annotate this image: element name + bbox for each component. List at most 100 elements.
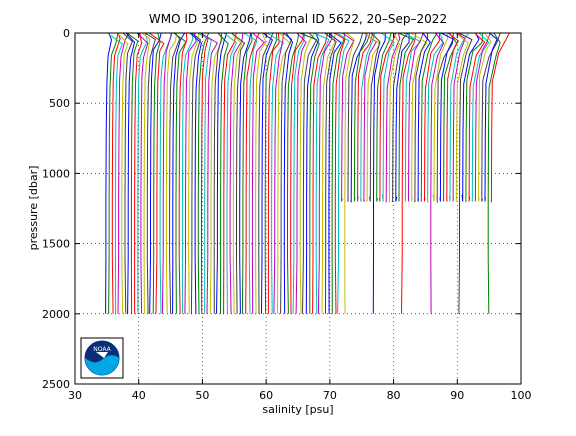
salinity-profile-line bbox=[108, 32, 119, 314]
salinity-profile-line bbox=[223, 32, 238, 314]
salinity-profile-line bbox=[328, 32, 342, 314]
salinity-profile-line bbox=[134, 32, 143, 314]
salinity-profile-line bbox=[484, 32, 498, 202]
x-axis-label: salinity [psu] bbox=[262, 403, 333, 416]
salinity-profile-line bbox=[430, 32, 445, 314]
salinity-profile-line bbox=[308, 32, 320, 314]
salinity-profile-line bbox=[474, 32, 491, 202]
salinity-profile-line bbox=[173, 32, 187, 314]
salinity-profile-line bbox=[398, 32, 415, 202]
salinity-profile-line bbox=[229, 32, 244, 314]
salinity-profile-line bbox=[243, 32, 258, 314]
salinity-profile-line bbox=[357, 32, 374, 202]
salinity-profile-line bbox=[216, 32, 228, 314]
salinity-profile-line bbox=[436, 32, 454, 203]
salinity-profile-line bbox=[312, 32, 329, 314]
salinity-profile-line bbox=[141, 32, 151, 314]
logo-text: NOAA bbox=[93, 346, 111, 353]
plot-frame bbox=[74, 32, 522, 385]
salinity-profile-line bbox=[273, 32, 284, 314]
salinity-profile-line bbox=[125, 32, 136, 314]
salinity-profile-line bbox=[432, 32, 449, 202]
salinity-profile-line bbox=[424, 32, 440, 202]
salinity-profile-line bbox=[122, 32, 133, 314]
salinity-profile-line bbox=[255, 32, 267, 314]
salinity-profile-line bbox=[197, 32, 210, 314]
x-tick-label: 60 bbox=[259, 389, 273, 402]
salinity-profile-line bbox=[126, 32, 139, 314]
salinity-profile-line bbox=[213, 33, 222, 314]
salinity-profile-line bbox=[137, 32, 148, 314]
y-axis-label: pressure [dbar] bbox=[27, 166, 40, 251]
salinity-profile-line bbox=[324, 32, 337, 314]
salinity-profile-line bbox=[283, 32, 294, 314]
salinity-profile-line bbox=[258, 32, 274, 314]
salinity-profile-line bbox=[376, 32, 392, 202]
salinity-profile-line bbox=[223, 32, 237, 314]
y-tick-label: 1000 bbox=[42, 167, 70, 180]
salinity-profile-line bbox=[350, 32, 368, 203]
x-tick-label: 50 bbox=[195, 389, 209, 402]
salinity-profile-line bbox=[299, 32, 315, 314]
salinity-profile-line bbox=[287, 32, 300, 314]
salinity-profile-line bbox=[169, 32, 181, 314]
salinity-profile-line bbox=[267, 32, 280, 314]
salinity-profile-line bbox=[117, 32, 129, 314]
y-tick-label: 500 bbox=[49, 97, 70, 110]
noaa-logo: NOAA bbox=[80, 337, 124, 379]
salinity-profile-line bbox=[231, 32, 243, 314]
salinity-profile-line bbox=[197, 32, 212, 314]
salinity-profile-line bbox=[317, 32, 333, 314]
salinity-profile-line bbox=[148, 32, 165, 314]
salinity-profile-line bbox=[410, 32, 428, 202]
salinity-profile-line bbox=[299, 32, 318, 314]
salinity-profile-line bbox=[107, 32, 124, 314]
x-tick-label: 100 bbox=[511, 389, 532, 402]
salinity-profile-line bbox=[455, 32, 469, 202]
salinity-profile-line bbox=[245, 32, 260, 314]
salinity-profile-line bbox=[369, 32, 381, 202]
salinity-profile-line bbox=[446, 32, 459, 202]
salinity-profile-line bbox=[184, 32, 197, 314]
x-tick-label: 90 bbox=[450, 389, 464, 402]
salinity-profile-line bbox=[261, 32, 274, 314]
salinity-profile-line bbox=[420, 32, 438, 202]
y-tick-label: 2500 bbox=[42, 378, 70, 391]
salinity-profile-line bbox=[417, 32, 431, 202]
salinity-profile-line bbox=[363, 32, 381, 202]
grid-lines bbox=[75, 33, 521, 384]
salinity-profile-line bbox=[391, 32, 409, 202]
salinity-profile-line bbox=[452, 32, 466, 202]
salinity-profile-line bbox=[305, 32, 320, 314]
salinity-profile-line bbox=[347, 32, 364, 202]
salinity-profile-line bbox=[381, 32, 395, 202]
salinity-profile-line bbox=[144, 32, 156, 314]
logo-sea bbox=[85, 355, 119, 375]
salinity-profile-line bbox=[105, 32, 113, 314]
salinity-profile-line bbox=[280, 32, 293, 314]
x-tick-label: 70 bbox=[323, 389, 337, 402]
salinity-profile-line bbox=[414, 32, 429, 202]
salinity-profile-line bbox=[181, 32, 194, 314]
salinity-profile-line bbox=[165, 32, 178, 314]
salinity-profile-line bbox=[471, 32, 490, 202]
salinity-profile-line bbox=[490, 32, 510, 203]
salinity-profile-line bbox=[379, 32, 397, 202]
salinity-profile-line bbox=[149, 32, 162, 314]
salinity-profile-line bbox=[178, 32, 188, 314]
salinity-profile-line bbox=[188, 32, 200, 314]
salinity-profile-line bbox=[385, 32, 401, 203]
salinity-profile-line bbox=[353, 32, 371, 202]
profile-lines bbox=[105, 32, 510, 314]
salinity-profile-line bbox=[372, 32, 386, 314]
logo-gull bbox=[96, 352, 108, 358]
salinity-profile-line bbox=[190, 32, 202, 314]
salinity-profile-line bbox=[313, 32, 330, 314]
salinity-profile-line bbox=[136, 32, 149, 314]
salinity-profile-line bbox=[401, 32, 417, 314]
salinity-profile-line bbox=[331, 32, 346, 314]
salinity-profile-line bbox=[241, 32, 253, 314]
salinity-profile-line bbox=[443, 32, 458, 202]
